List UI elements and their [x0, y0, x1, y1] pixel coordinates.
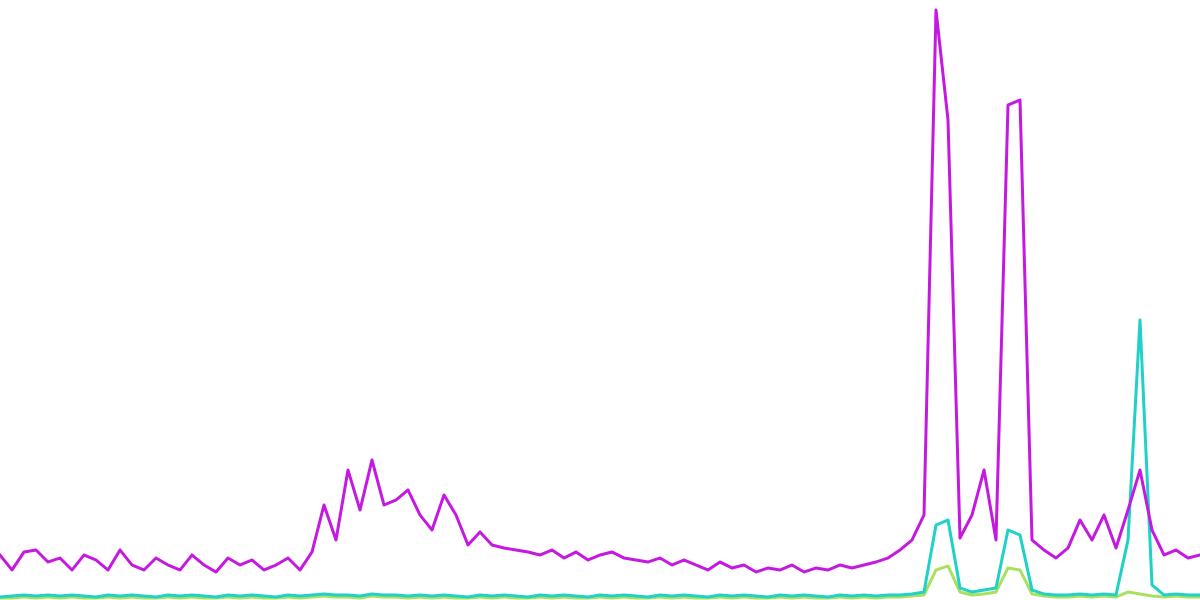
chart-background: [0, 0, 1200, 600]
line-chart: [0, 0, 1200, 600]
chart-svg: [0, 0, 1200, 600]
